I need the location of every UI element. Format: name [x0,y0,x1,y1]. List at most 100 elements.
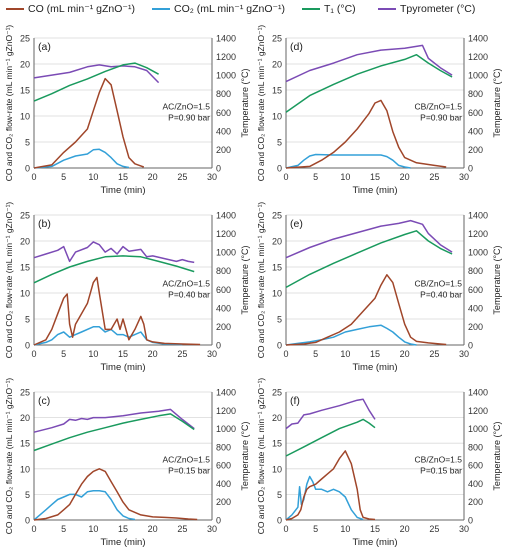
legend-item-co2: CO₂ (mL min⁻¹ gZnO⁻¹) [152,3,285,15]
panel-label: (a) [38,41,51,53]
annotation-pressure: P=0.40 bar [420,290,462,300]
panel-d: 0 5 10 15 20 25 0 200 400 600 800 1000 1200 1400 0 5 10 1… [256,25,502,196]
x-tick-label: 5 [313,524,318,534]
y-right-tick-label: 600 [468,461,483,471]
y-right-tick-label: 0 [216,516,221,526]
y-left-tick-label: 0 [25,341,30,351]
y-right-tick-label: 1000 [216,71,236,81]
y-axis-right-title: Temperature (°C) [240,245,250,314]
y-left-tick-label: 25 [272,34,282,44]
y-right-tick-label: 0 [216,164,221,174]
x-tick-label: 25 [177,524,187,534]
series-line-tpyrometer [33,64,160,84]
x-axis-title: Time (min) [100,537,145,548]
y-right-tick-label: 1400 [216,211,236,221]
x-tick-label: 20 [400,349,410,359]
x-tick-label: 20 [148,349,158,359]
y-axis-left-title: CO and CO₂ flow-rate (mL min⁻¹ gZnO⁻¹) [4,25,14,182]
panel-label: (b) [38,218,51,230]
series-line-tpyrometer [285,44,453,83]
legend-item-co: CO (mL min⁻¹ gZnO⁻¹) [6,3,135,15]
y-axis-right-title: Temperature (°C) [492,421,502,490]
legend-label-co2: CO₂ (mL min⁻¹ gZnO⁻¹) [174,3,286,15]
x-tick-label: 25 [429,349,439,359]
y-right-tick-label: 600 [468,108,483,118]
series-line-tpyrometer [285,219,453,259]
annotation-ratio: CB/ZnO=1.5 [415,102,463,112]
series-line-tpyrometer [33,241,195,264]
panel-e: 0 5 10 15 20 25 0 200 400 600 800 1000 1200 1400 0 5 10 1… [256,202,502,373]
y-left-tick-label: 25 [272,211,282,221]
x-tick-label: 25 [177,172,187,182]
y-right-tick-label: 600 [468,285,483,295]
y-left-tick-label: 15 [20,86,30,96]
y-right-tick-label: 1000 [216,424,236,434]
x-tick-label: 15 [118,524,128,534]
x-tick-label: 25 [429,524,439,534]
series-line-t1 [33,413,195,452]
series-line-co2 [285,475,364,521]
panel-label: (f) [290,395,300,407]
y-left-tick-label: 25 [20,34,30,44]
x-tick-label: 0 [283,349,288,359]
x-tick-label: 15 [370,524,380,534]
x-axis-title: Time (min) [352,185,397,196]
y-left-tick-label: 5 [277,490,282,500]
x-tick-label: 20 [400,172,410,182]
x-tick-label: 30 [459,349,469,359]
x-tick-label: 15 [370,172,380,182]
x-tick-label: 25 [177,349,187,359]
y-axis-right-title: Temperature (°C) [240,68,250,137]
legend-swatch-co2 [152,8,170,10]
x-tick-label: 20 [400,524,410,534]
y-right-tick-label: 600 [216,285,231,295]
y-left-tick-label: 20 [20,413,30,423]
legend-item-tpyrometer: Tpyrometer (°C) [378,3,475,15]
annotation-pressure: P=0.40 bar [168,290,210,300]
y-right-tick-label: 1200 [216,406,236,416]
y-right-tick-label: 1000 [468,71,488,81]
annotation-ratio: AC/ZnO=1.5 [163,279,211,289]
y-right-tick-label: 200 [468,497,483,507]
y-right-tick-label: 0 [468,516,473,526]
y-left-tick-label: 20 [272,237,282,247]
y-axis-left-title: CO and CO₂ flow-rate (mL min⁻¹ gZnO⁻¹) [256,202,266,359]
y-left-tick-label: 0 [25,516,30,526]
y-left-tick-label: 0 [277,341,282,351]
y-left-tick-label: 20 [272,413,282,423]
series-line-t1 [33,62,159,102]
y-left-tick-label: 10 [20,289,30,299]
x-tick-label: 20 [148,172,158,182]
x-tick-label: 0 [31,172,36,182]
y-left-tick-label: 5 [277,315,282,325]
panel-a: 0 5 10 15 20 25 0 200 400 600 800 1000 1200 1400 0 5 10 1… [4,25,250,196]
y-axis-right-title: Temperature (°C) [492,245,502,314]
panel-c: 0 5 10 15 20 25 0 200 400 600 800 1000 1200 1400 0 5 10 1… [4,378,250,548]
y-left-tick-label: 0 [25,164,30,174]
annotation-pressure: P=0.15 bar [168,465,210,475]
y-right-tick-label: 400 [216,126,231,136]
series-line-t1 [285,53,453,113]
y-right-tick-label: 1400 [468,34,488,44]
legend-swatch-t1 [302,8,320,10]
series-line-co [285,450,376,521]
y-right-tick-label: 400 [216,479,231,489]
y-left-tick-label: 25 [272,388,282,398]
x-tick-label: 15 [118,349,128,359]
x-tick-label: 0 [283,524,288,534]
y-right-tick-label: 800 [216,266,231,276]
legend-label-co: CO (mL min⁻¹ gZnO⁻¹) [28,3,135,15]
panel-f: 0 5 10 15 20 25 0 200 400 600 800 1000 1200 1400 0 5 10 1… [256,378,502,548]
y-right-tick-label: 1200 [468,406,488,416]
x-tick-label: 0 [31,524,36,534]
series-line-co [33,468,198,521]
x-tick-label: 10 [88,524,98,534]
series-line-tpyrometer [285,398,376,430]
annotation-ratio: AC/ZnO=1.5 [163,102,211,112]
annotation-pressure: P=0.90 bar [420,113,462,123]
y-left-tick-label: 20 [20,237,30,247]
y-axis-left-title: CO and CO₂ flow-rate (mL min⁻¹ gZnO⁻¹) [4,378,14,535]
y-right-tick-label: 0 [216,341,221,351]
legend-swatch-tpyrometer [378,8,396,10]
series-line-co2 [285,153,411,169]
